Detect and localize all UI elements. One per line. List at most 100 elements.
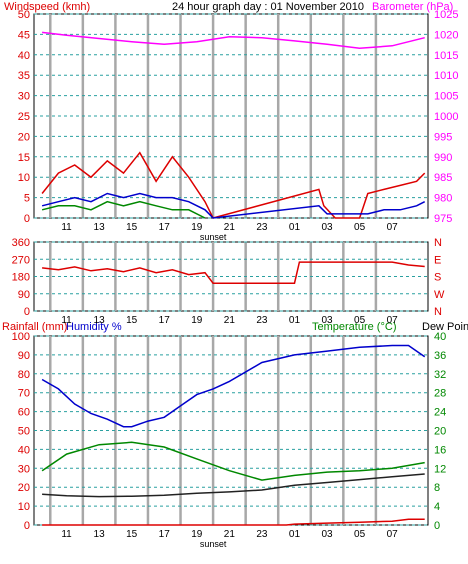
panel3-x-tick-label: 01 [289, 529, 301, 540]
panel1-x-tick-label: 05 [354, 222, 366, 233]
panel1-right-tick-label: 985 [434, 172, 452, 184]
panel2-x-tick-label: 05 [354, 315, 366, 326]
panel2-right-tick-label: N [434, 306, 442, 318]
panel3-left-tick-label: 100 [12, 331, 30, 343]
panel1-left-tick-label: 10 [18, 172, 30, 184]
panel3-x-tick-label: 23 [256, 529, 268, 540]
panel1-right-tick-label: 1000 [434, 111, 458, 123]
panel1-left-tick-label: 15 [18, 152, 30, 164]
panel2-x-tick-label: 17 [159, 315, 171, 326]
panel3-left-tick-label: 80 [18, 369, 30, 381]
panel3-right-tick-label: 20 [434, 426, 446, 438]
panel1-right-tick-label: 1025 [434, 9, 458, 21]
panel3-left-tick-label: 0 [24, 520, 30, 532]
panel1-series-barometer-hpa [42, 31, 425, 50]
panel1-x-tick-label: 23 [256, 222, 268, 233]
panel2-x-tick-label: 15 [126, 315, 138, 326]
panel1-x-tick-label: 13 [94, 222, 106, 233]
panel3-x-tick-label: 11 [61, 529, 72, 540]
barometer-axis-label: Barometer (hPa) [372, 1, 453, 13]
panel3-right-tick-label: 40 [434, 331, 446, 343]
panel3-right-tick-label: 36 [434, 350, 446, 362]
panel1-x-tick-label: 01 [289, 222, 301, 233]
panel3-right-tick-label: 4 [434, 501, 440, 513]
panel3-left-tick-label: 40 [18, 444, 30, 456]
panel1-left-tick-label: 35 [18, 70, 30, 82]
panel3-right-tick-label: 0 [434, 520, 440, 532]
panel3-x-tick-label: 15 [126, 529, 138, 540]
panel3-left-tick-label: 70 [18, 388, 30, 400]
panel1-right-tick-label: 995 [434, 131, 452, 143]
panel2-right-tick-label: N [434, 237, 442, 249]
panel1-left-tick-label: 5 [24, 193, 30, 205]
panel2-right-tick-label: S [434, 272, 441, 284]
panel2-right-tick-label: W [434, 289, 445, 301]
panel3-x-tick-label: 19 [191, 529, 203, 540]
panel1-right-tick-label: 1010 [434, 70, 458, 82]
panel1-left-tick-label: 40 [18, 50, 30, 62]
panel1-right-tick-label: 980 [434, 193, 452, 205]
panel1-series-wind-gust [41, 192, 426, 219]
panel2-frame [33, 241, 429, 312]
panel1-right-tick-label: 1015 [434, 50, 458, 62]
panel1-right-tick-label: 990 [434, 152, 452, 164]
panel2-left-tick-label: 180 [12, 272, 30, 284]
panel1-series-wind-avg [41, 200, 206, 219]
panel2-left-tick-label: 0 [24, 306, 30, 318]
panel3-x-tick-label: 21 [224, 529, 236, 540]
panel2-x-tick-label: 21 [224, 315, 236, 326]
panel1-x-tick-label: 19 [191, 222, 203, 233]
panel1-left-tick-label: 0 [24, 213, 30, 225]
panel3-left-tick-label: 90 [18, 350, 30, 362]
panel3-x-tick-label: 17 [159, 529, 171, 540]
graph-title: 24 hour graph day : 01 November 2010 [172, 1, 364, 13]
panel1-left-tick-label: 25 [18, 111, 30, 123]
panel3-x-tick-label: 05 [354, 529, 366, 540]
windspeed-axis-label: Windspeed (kmh) [4, 1, 90, 13]
panel2-x-tick-label: 03 [321, 315, 333, 326]
panel3-right-tick-label: 24 [434, 407, 446, 419]
panel3-left-tick-label: 50 [18, 426, 30, 438]
panel1-right-tick-label: 975 [434, 213, 452, 225]
panel2-x-tick-label: 23 [256, 315, 268, 326]
panel3-series-dew-point [42, 473, 425, 498]
panel1-x-tick-label: 03 [321, 222, 333, 233]
panel1-x-tick-label: 15 [126, 222, 138, 233]
panel3-left-tick-label: 60 [18, 407, 30, 419]
panel2-right-tick-label: E [434, 254, 441, 266]
panel2-left-tick-label: 90 [18, 289, 30, 301]
panel3-series-temperature-c [41, 441, 425, 481]
panel2-x-tick-label: 01 [289, 315, 301, 326]
panel1-left-tick-label: 50 [18, 9, 30, 21]
panel1-x-tick-label: 07 [387, 222, 399, 233]
panel3-right-tick-label: 28 [434, 388, 446, 400]
panel1-x-tick-label: 21 [224, 222, 236, 233]
panel2-series-wind-direction [42, 261, 425, 284]
rainfall-axis-label: Rainfall (mm) [2, 321, 67, 333]
panel3-x-tick-label: 07 [387, 529, 399, 540]
panel1-x-tick-label: 17 [159, 222, 171, 233]
panel1-x-tick-label: 11 [61, 222, 72, 233]
panel2-x-tick-label: 13 [94, 315, 106, 326]
panel3-right-tick-label: 8 [434, 482, 440, 494]
panel2-left-tick-label: 270 [12, 254, 30, 266]
humidity-axis-label: Humidity % [66, 321, 122, 333]
panel2-left-tick-label: 360 [12, 237, 30, 249]
panel3-x-tick-label: 03 [321, 529, 333, 540]
panel1-left-tick-label: 20 [18, 131, 30, 143]
panel1-right-tick-label: 1020 [434, 29, 458, 41]
panel2-x-tick-label: 07 [387, 315, 399, 326]
panel3-left-tick-label: 30 [18, 463, 30, 475]
panel3-series-humidity [41, 344, 426, 428]
panel1-frame [33, 13, 429, 219]
panel3-right-tick-label: 12 [434, 463, 446, 475]
panel3-left-tick-label: 20 [18, 482, 30, 494]
panel1-right-tick-label: 1005 [434, 91, 458, 103]
panel2-x-tick-label: 19 [191, 315, 203, 326]
panel3-x-tick-label: 13 [94, 529, 106, 540]
panel1-sunset-label: sunset [200, 232, 227, 242]
panel3-right-tick-label: 32 [434, 369, 446, 381]
temperature-axis-label: Temperature (°C) [312, 321, 396, 333]
